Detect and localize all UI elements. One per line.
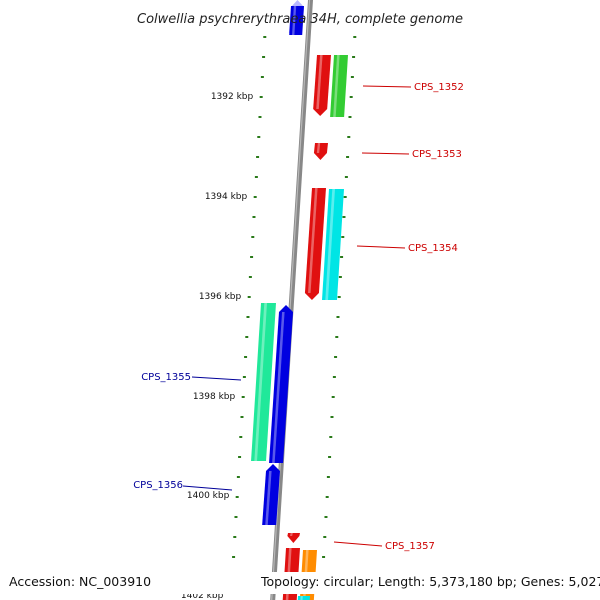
label-leader-lines (182, 85, 412, 547)
gene-label[interactable]: CPS_1357 (385, 541, 435, 552)
gene-cps-1357[interactable] (287, 533, 300, 543)
footer-bg (0, 572, 600, 594)
map-title: Colwellia psychrerythraea 34H, complete … (137, 12, 463, 27)
gene-bottom-cyan[interactable] (297, 596, 310, 600)
gene-cps-1356[interactable] (262, 464, 280, 525)
label-leader (182, 485, 233, 491)
gene-cps-1352[interactable] (313, 55, 331, 116)
gene-top-block-blue[interactable] (289, 6, 304, 35)
scale-label: 1392 kbp (211, 92, 254, 102)
gene-cps-1353[interactable] (313, 143, 328, 160)
label-leader (356, 245, 406, 249)
backbone-line (270, 0, 313, 600)
label-leader (361, 152, 410, 155)
scale-label: 1400 kbp (187, 491, 230, 501)
gene-labels: CPS_1352 CPS_1353 CPS_1354 CPS_1355 CPS_1356… (133, 82, 464, 552)
gene-label[interactable]: CPS_1356 (133, 480, 183, 491)
scale-label: 1398 kbp (193, 392, 236, 402)
genome-summary-text: Topology: circular; Length: 5,373,180 bp… (260, 574, 600, 589)
gene-label[interactable]: CPS_1353 (412, 149, 462, 160)
scale-ticks-left (230, 36, 267, 578)
label-leader (191, 376, 242, 381)
gene-cps-1352-partner[interactable] (330, 55, 348, 117)
gene-cps-1355[interactable] (251, 303, 276, 461)
gene-label[interactable]: CPS_1355 (141, 372, 191, 383)
scale-labels: 1392 kbp 1394 kbp 1396 kbp 1398 kbp 1400 kbp… (181, 92, 254, 600)
gene-features (251, 0, 348, 600)
label-leader (362, 85, 412, 88)
gene-cps-1355-partner[interactable] (269, 305, 293, 463)
gene-label[interactable]: CPS_1354 (408, 243, 458, 254)
accession-text: Accession: NC_003910 (9, 574, 151, 589)
scale-ticks-right (320, 36, 357, 578)
scale-label: 1402 kbp (181, 591, 224, 600)
backbone-highlight (271, 0, 311, 600)
genome-backbone (270, 0, 313, 600)
scale-label: 1396 kbp (199, 292, 242, 302)
label-leader (333, 541, 383, 547)
gene-cps-1354-partner[interactable] (322, 189, 344, 300)
gene-cps-1354[interactable] (304, 188, 326, 300)
scale-label: 1394 kbp (205, 192, 248, 202)
gene-label[interactable]: CPS_1352 (414, 82, 464, 93)
